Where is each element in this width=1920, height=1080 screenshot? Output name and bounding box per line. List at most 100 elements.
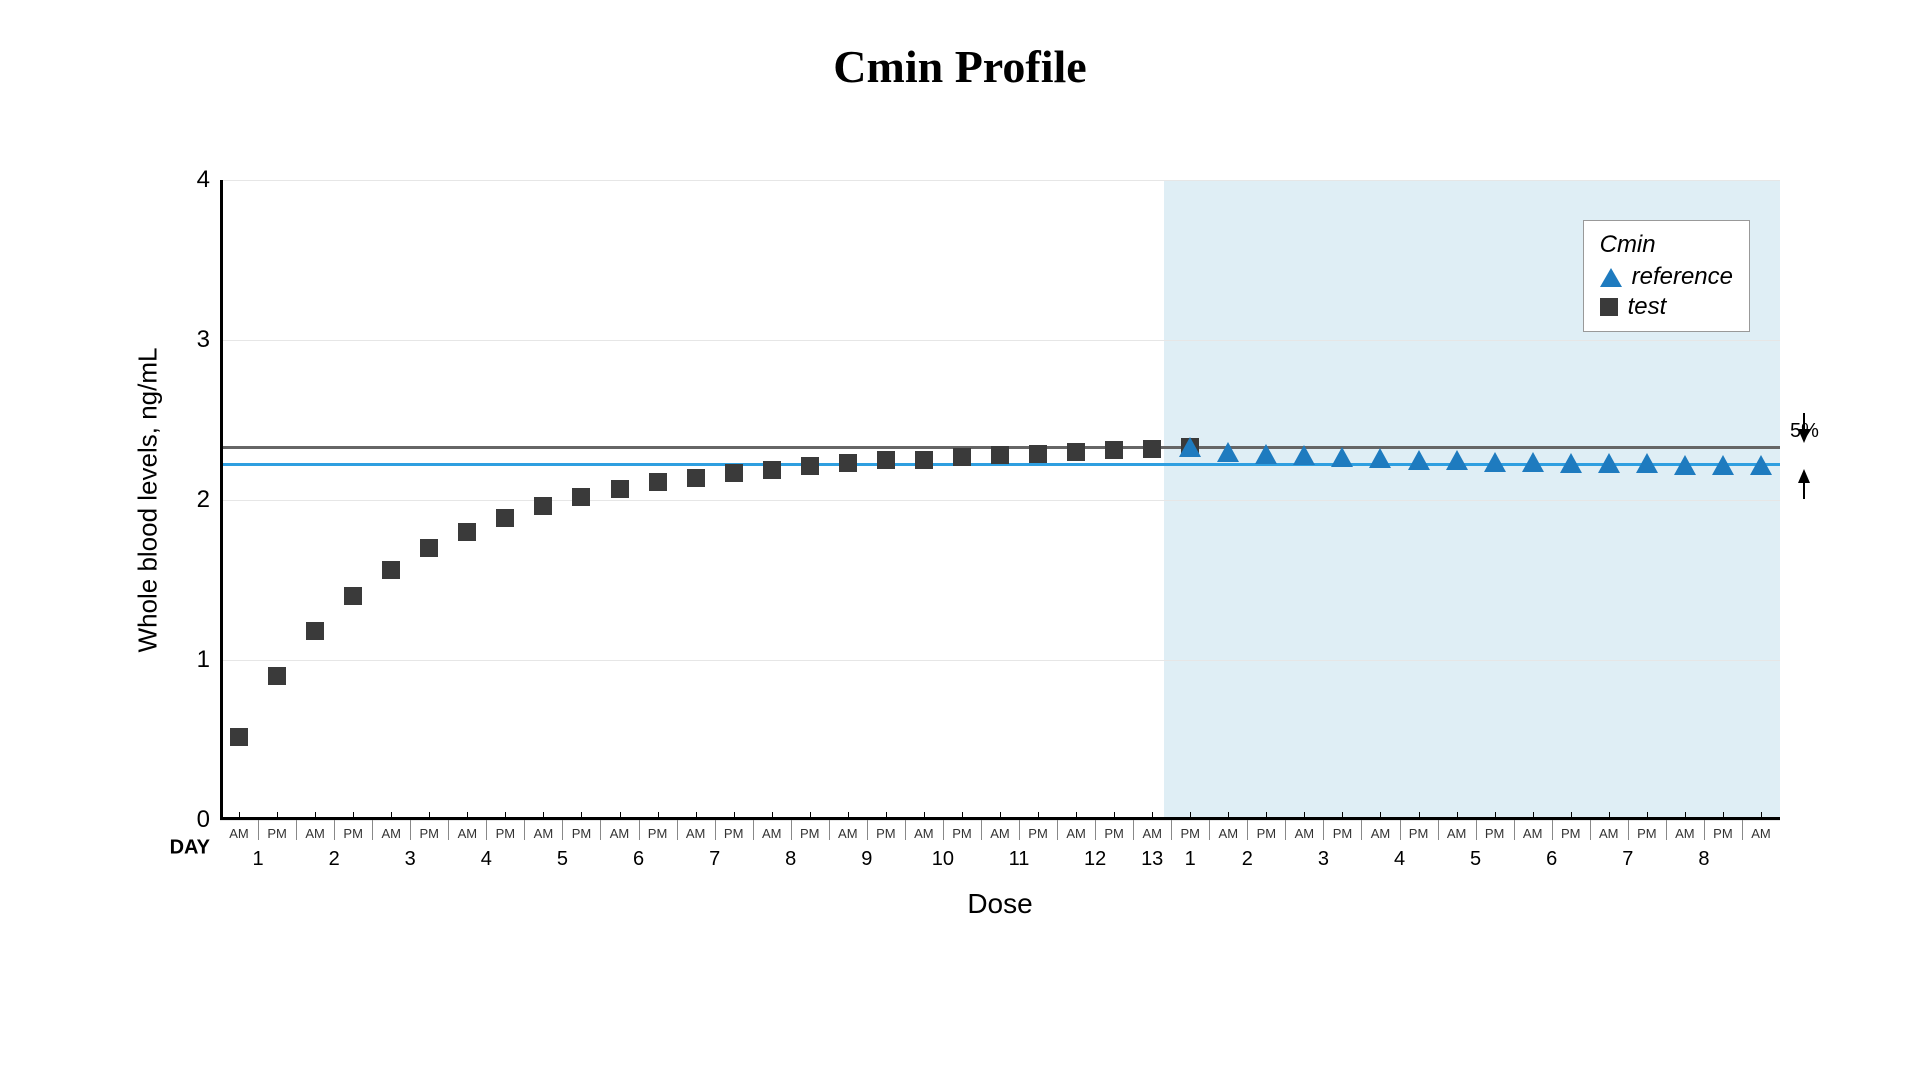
x-minor-label: AM: [1675, 820, 1695, 841]
legend-item: test: [1600, 293, 1733, 321]
y-tick-label: 0: [197, 806, 220, 834]
chart-container: Cmin Profile Whole blood levels, ng/mL 0…: [0, 0, 1920, 1080]
x-minor-label: PM: [1713, 820, 1733, 841]
x-minor-label: AM: [610, 820, 630, 841]
x-minor-label: AM: [1751, 820, 1771, 841]
data-point-test: [306, 622, 324, 640]
x-minor-label: PM: [648, 820, 668, 841]
data-point-test: [991, 446, 1009, 464]
data-point-reference: [1293, 445, 1315, 465]
x-axis-label: Dose: [967, 888, 1032, 920]
x-minor-label: AM: [1066, 820, 1086, 841]
x-minor-label: PM: [1028, 820, 1048, 841]
data-point-reference: [1522, 452, 1544, 472]
data-point-test: [458, 523, 476, 541]
day-label: 3: [405, 848, 416, 871]
day-label: 1: [1185, 848, 1196, 871]
page-title: Cmin Profile: [0, 40, 1920, 93]
x-minor-label: PM: [800, 820, 820, 841]
triangle-icon: [1600, 268, 1622, 287]
data-point-test: [687, 469, 705, 487]
day-label: 4: [1394, 848, 1405, 871]
data-point-test: [230, 728, 248, 746]
day-label: 2: [1242, 848, 1253, 871]
data-point-reference: [1446, 450, 1468, 470]
day-label: 4: [481, 848, 492, 871]
data-point-test: [344, 587, 362, 605]
x-minor-label: AM: [1447, 820, 1467, 841]
data-point-reference: [1598, 453, 1620, 473]
x-minor-label: PM: [267, 820, 287, 841]
data-point-reference: [1484, 452, 1506, 472]
x-minor-label: AM: [534, 820, 554, 841]
data-point-test: [915, 451, 933, 469]
y-tick-label: 1: [197, 646, 220, 674]
day-label: 7: [1622, 848, 1633, 871]
x-minor-label: PM: [343, 820, 363, 841]
x-minor-label: PM: [1257, 820, 1277, 841]
x-minor-label: PM: [1333, 820, 1353, 841]
data-point-reference: [1217, 442, 1239, 462]
x-minor-label: PM: [496, 820, 516, 841]
day-label: 6: [633, 848, 644, 871]
data-point-test: [953, 448, 971, 466]
x-minor-label: AM: [838, 820, 858, 841]
x-minor-label: PM: [1561, 820, 1581, 841]
x-minor-label: PM: [572, 820, 592, 841]
day-label: 9: [861, 848, 872, 871]
day-label: 8: [785, 848, 796, 871]
day-label: 6: [1546, 848, 1557, 871]
y-axis: [220, 180, 223, 820]
y-tick-label: 2: [197, 486, 220, 514]
x-minor-label: AM: [229, 820, 249, 841]
data-point-reference: [1255, 444, 1277, 464]
day-label: 5: [557, 848, 568, 871]
x-minor-label: PM: [1104, 820, 1124, 841]
x-minor-label: AM: [1371, 820, 1391, 841]
x-minor-label: AM: [914, 820, 934, 841]
x-minor-label: PM: [952, 820, 972, 841]
x-minor-label: AM: [305, 820, 325, 841]
legend-title: Cmin: [1600, 231, 1733, 259]
data-point-reference: [1179, 437, 1201, 457]
plot-area: 01234 AMPMAMPMAMPMAMPMAMPMAMPMAMPMAMPMAM…: [220, 180, 1780, 820]
x-minor-label: PM: [420, 820, 440, 841]
data-point-test: [382, 561, 400, 579]
x-minor-label: AM: [1142, 820, 1162, 841]
square-icon: [1600, 298, 1618, 316]
data-point-test: [268, 667, 286, 685]
x-minor-label: AM: [1295, 820, 1315, 841]
day-row-label: DAY: [170, 837, 220, 860]
legend-label: reference: [1632, 263, 1733, 291]
data-point-test: [801, 457, 819, 475]
day-label: 10: [932, 848, 954, 871]
day-label: 12: [1084, 848, 1106, 871]
data-point-test: [611, 480, 629, 498]
data-point-reference: [1408, 450, 1430, 470]
day-label: 1: [252, 848, 263, 871]
data-point-reference: [1369, 448, 1391, 468]
data-point-test: [763, 461, 781, 479]
y-tick-label: 4: [197, 166, 220, 194]
data-point-test: [839, 454, 857, 472]
x-minor-label: PM: [1409, 820, 1429, 841]
data-point-test: [1029, 445, 1047, 463]
x-minor-label: PM: [876, 820, 896, 841]
x-minor-label: PM: [724, 820, 744, 841]
x-minor-label: AM: [458, 820, 478, 841]
data-point-reference: [1560, 453, 1582, 473]
legend-label: test: [1628, 293, 1667, 321]
day-label: 2: [329, 848, 340, 871]
day-label: 5: [1470, 848, 1481, 871]
x-minor-label: PM: [1637, 820, 1657, 841]
data-point-test: [420, 539, 438, 557]
x-minor-label: AM: [686, 820, 706, 841]
x-minor-label: AM: [1523, 820, 1543, 841]
data-point-test: [1105, 441, 1123, 459]
x-minor-label: PM: [1180, 820, 1200, 841]
data-point-test: [572, 488, 590, 506]
day-label: 7: [709, 848, 720, 871]
data-point-test: [649, 473, 667, 491]
chart-wrap: Whole blood levels, ng/mL 01234 AMPMAMPM…: [140, 160, 1780, 920]
x-minor-label: AM: [1219, 820, 1239, 841]
